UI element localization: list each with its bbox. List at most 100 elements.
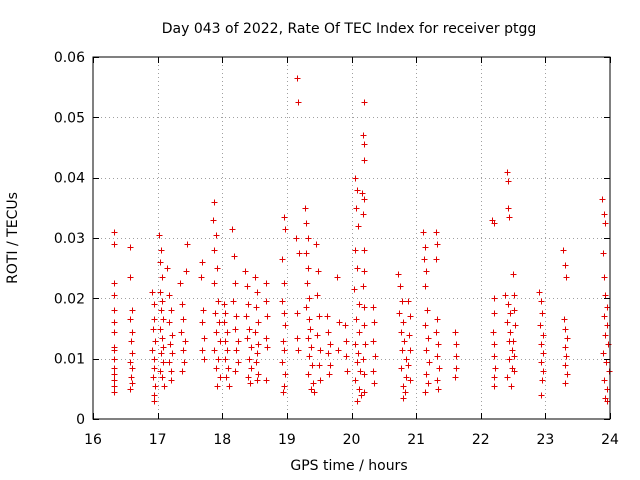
- data-point: [151, 365, 158, 372]
- data-point: [422, 322, 429, 329]
- x-tick-label: 23: [536, 432, 554, 448]
- data-point: [601, 313, 608, 320]
- data-point: [316, 313, 323, 320]
- data-point: [161, 383, 168, 390]
- data-point: [151, 398, 158, 405]
- data-point: [158, 350, 165, 357]
- data-point: [452, 329, 459, 336]
- data-point: [372, 353, 379, 360]
- data-point: [507, 310, 514, 317]
- data-point: [159, 335, 166, 342]
- data-point: [224, 329, 231, 336]
- data-point: [538, 298, 545, 305]
- data-point: [212, 310, 219, 317]
- y-tick-label: 0: [76, 412, 85, 428]
- data-point: [395, 271, 402, 278]
- data-point: [182, 338, 189, 345]
- x-tick-label: 18: [213, 432, 231, 448]
- data-point: [306, 295, 313, 302]
- data-point: [303, 304, 310, 311]
- data-point: [354, 187, 361, 194]
- data-point: [151, 356, 158, 363]
- data-point: [151, 301, 158, 308]
- x-tick-label: 19: [278, 432, 296, 448]
- data-point: [223, 374, 230, 381]
- data-point: [201, 356, 208, 363]
- data-point: [111, 319, 118, 326]
- data-point: [601, 377, 608, 384]
- data-point: [327, 341, 334, 348]
- data-point: [539, 377, 546, 384]
- data-point: [361, 247, 368, 254]
- data-point: [342, 322, 349, 329]
- data-point: [158, 247, 165, 254]
- data-point: [361, 389, 368, 396]
- data-point: [423, 268, 430, 275]
- data-point: [243, 313, 250, 320]
- data-point: [168, 377, 175, 384]
- data-point: [507, 329, 514, 336]
- data-point: [601, 274, 608, 281]
- data-point: [400, 395, 407, 402]
- data-point: [248, 344, 255, 351]
- data-point: [222, 356, 229, 363]
- data-point: [244, 283, 251, 290]
- data-point: [128, 374, 135, 381]
- data-point: [214, 265, 221, 272]
- data-point: [127, 274, 134, 281]
- data-point: [492, 365, 499, 372]
- data-point: [199, 259, 206, 266]
- data-point: [242, 268, 249, 275]
- data-point: [305, 371, 312, 378]
- data-point: [150, 326, 157, 333]
- data-point: [424, 307, 431, 314]
- data-point: [370, 338, 377, 345]
- data-point: [325, 350, 332, 357]
- data-point: [111, 280, 118, 287]
- data-point: [225, 365, 232, 372]
- data-point: [600, 250, 607, 257]
- data-point: [355, 223, 362, 230]
- data-point: [403, 356, 410, 363]
- data-point: [510, 271, 517, 278]
- data-point: [399, 298, 406, 305]
- data-point: [305, 335, 312, 342]
- data-point: [293, 235, 300, 242]
- data-point: [602, 332, 609, 339]
- data-point: [308, 344, 315, 351]
- data-point: [263, 377, 270, 384]
- data-point: [294, 335, 301, 342]
- data-point: [351, 286, 358, 293]
- data-point: [264, 344, 271, 351]
- data-point: [254, 289, 261, 296]
- data-point: [129, 329, 136, 336]
- data-point: [452, 374, 459, 381]
- data-point: [160, 316, 167, 323]
- data-point: [264, 313, 271, 320]
- data-point: [246, 326, 253, 333]
- data-point: [306, 316, 313, 323]
- data-point: [352, 175, 359, 182]
- x-tick-label: 24: [601, 432, 619, 448]
- data-point: [129, 365, 136, 372]
- data-point: [229, 226, 236, 233]
- data-point: [252, 329, 259, 336]
- data-point: [159, 274, 166, 281]
- data-point: [361, 196, 368, 203]
- data-point: [453, 365, 460, 372]
- data-point: [356, 386, 363, 393]
- data-point: [344, 368, 351, 375]
- y-tick-label: 0.02: [54, 291, 85, 307]
- data-point: [327, 362, 334, 369]
- plot-frame: [92, 56, 611, 420]
- data-point: [149, 289, 156, 296]
- y-tick-label: 0.03: [54, 231, 85, 247]
- data-point: [127, 316, 134, 323]
- data-point: [246, 356, 253, 363]
- data-point: [282, 322, 289, 329]
- data-point: [164, 265, 171, 272]
- data-point: [160, 359, 167, 366]
- data-point: [564, 335, 571, 342]
- data-point: [425, 380, 432, 387]
- data-point: [214, 383, 221, 390]
